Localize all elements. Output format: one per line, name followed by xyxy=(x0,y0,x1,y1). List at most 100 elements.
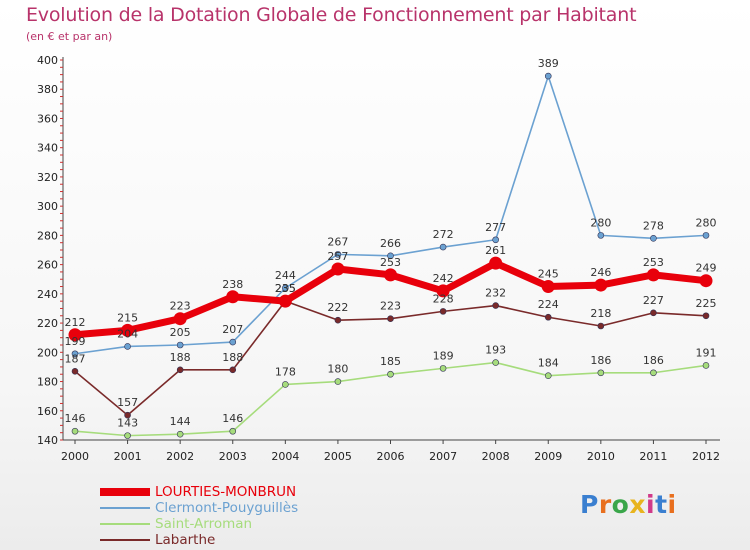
x-tick-label: 2001 xyxy=(114,450,142,463)
data-label: 218 xyxy=(590,307,611,320)
series-point-1 xyxy=(702,232,710,239)
legend-swatch xyxy=(100,523,150,525)
logo-letter: o xyxy=(611,490,630,519)
series-point-0 xyxy=(384,268,397,282)
data-label: 199 xyxy=(65,335,86,348)
series-point-1 xyxy=(71,350,79,358)
x-tick-label: 2007 xyxy=(429,450,457,463)
series-point-2 xyxy=(387,370,394,378)
y-tick-label: 160 xyxy=(37,405,58,418)
series-point-1 xyxy=(334,251,342,258)
data-label: 235 xyxy=(275,282,296,295)
series-point-2 xyxy=(176,430,184,438)
data-label: 180 xyxy=(327,363,348,376)
x-tick-label: 2005 xyxy=(324,450,352,463)
series-point-2 xyxy=(439,365,447,372)
series-point-1 xyxy=(124,343,131,350)
y-tick-label: 300 xyxy=(37,200,58,213)
series-point-1 xyxy=(492,236,499,244)
series-point-3 xyxy=(387,315,394,322)
series-point-3 xyxy=(229,366,237,374)
data-label: 186 xyxy=(590,354,611,367)
data-label: 278 xyxy=(643,219,664,232)
data-label: 242 xyxy=(433,272,454,285)
data-label: 215 xyxy=(117,311,138,324)
series-point-3 xyxy=(492,302,499,309)
data-label: 223 xyxy=(170,300,191,313)
data-label: 191 xyxy=(696,346,717,359)
data-label: 280 xyxy=(696,216,717,229)
series-point-2 xyxy=(597,369,605,377)
y-tick-label: 200 xyxy=(37,346,58,359)
series-point-0 xyxy=(68,328,82,342)
legend-swatch xyxy=(100,488,150,496)
legend-label: Labarthe xyxy=(155,532,216,548)
x-tick-label: 2010 xyxy=(587,450,615,463)
data-label: 186 xyxy=(643,354,664,367)
data-label: 246 xyxy=(590,266,611,279)
data-label: 389 xyxy=(538,57,559,70)
legend-swatch xyxy=(100,539,150,541)
data-label: 204 xyxy=(117,327,138,340)
data-label: 223 xyxy=(380,300,401,313)
logo-letter: P xyxy=(580,490,599,519)
data-label: 212 xyxy=(65,316,86,329)
proxiti-logo: Proxiti xyxy=(580,490,677,519)
x-tick-label: 2002 xyxy=(166,450,194,463)
y-tick-label: 260 xyxy=(37,259,58,272)
logo-letter: i xyxy=(667,490,677,519)
legend-label: Clermont-Pouyguillès xyxy=(155,500,299,516)
series-point-3 xyxy=(124,411,131,419)
series-point-3 xyxy=(439,308,447,315)
series-point-3 xyxy=(597,322,605,330)
x-tick-label: 2008 xyxy=(482,450,510,463)
data-label: 146 xyxy=(65,412,86,425)
series-point-0 xyxy=(331,262,345,276)
series-point-2 xyxy=(544,372,552,379)
series-point-1 xyxy=(439,243,447,251)
data-label: 184 xyxy=(538,357,559,370)
logo-letter: x xyxy=(629,490,646,519)
series-point-2 xyxy=(71,427,79,435)
data-label: 253 xyxy=(643,256,664,269)
series-point-0 xyxy=(699,274,713,288)
data-label: 143 xyxy=(117,417,138,430)
series-point-2 xyxy=(282,381,289,388)
series-point-0 xyxy=(594,278,608,292)
logo-letter: r xyxy=(598,490,612,519)
data-label: 189 xyxy=(433,349,454,362)
x-tick-label: 2003 xyxy=(219,450,247,463)
legend-label: Saint-Arroman xyxy=(155,516,253,532)
y-tick-label: 280 xyxy=(37,229,58,242)
series-point-3 xyxy=(334,316,342,324)
series-point-1 xyxy=(282,284,289,292)
data-label: 185 xyxy=(380,355,401,368)
y-tick-label: 220 xyxy=(37,317,58,330)
series-point-3 xyxy=(176,366,184,374)
data-label: 244 xyxy=(275,269,296,282)
y-tick-label: 340 xyxy=(37,142,58,155)
data-label: 249 xyxy=(696,262,717,275)
series-point-2 xyxy=(124,432,131,439)
data-label: 224 xyxy=(538,298,559,311)
series-point-0 xyxy=(489,256,503,270)
chart-title: Evolution de la Dotation Globale de Fonc… xyxy=(26,4,637,26)
data-label: 193 xyxy=(485,344,506,357)
data-label: 272 xyxy=(433,228,454,241)
series-point-3 xyxy=(71,368,79,375)
x-tick-label: 2004 xyxy=(271,450,299,463)
data-label: 280 xyxy=(590,216,611,229)
x-tick-label: 2012 xyxy=(692,450,720,463)
y-tick-label: 140 xyxy=(37,434,58,447)
y-tick-label: 360 xyxy=(37,112,58,125)
x-tick-label: 2000 xyxy=(61,450,89,463)
data-label: 261 xyxy=(485,244,506,257)
data-label: 187 xyxy=(65,352,86,365)
data-label: 253 xyxy=(380,256,401,269)
data-label: 205 xyxy=(170,326,191,339)
data-label: 144 xyxy=(170,415,191,428)
data-label: 232 xyxy=(485,287,506,300)
data-label: 146 xyxy=(222,412,243,425)
